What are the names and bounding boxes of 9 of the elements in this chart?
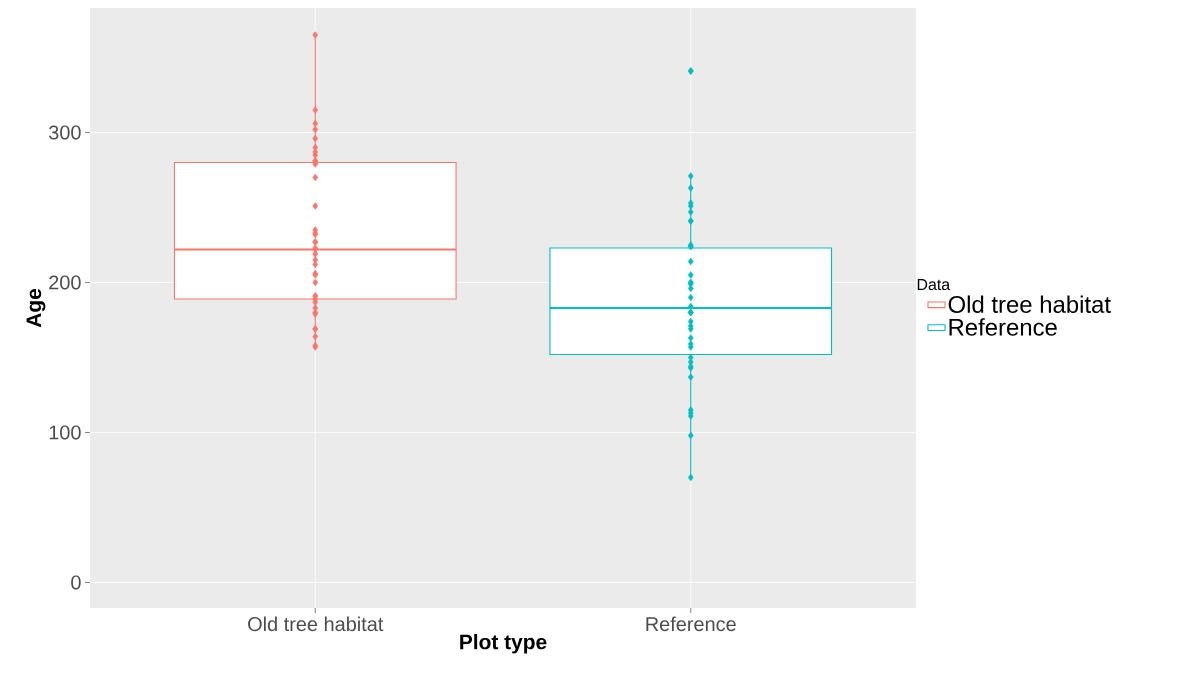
legend-label: Old tree habitat (948, 295, 1111, 313)
x-axis-title: Plot type (460, 634, 547, 654)
y-tick-label: 300 (49, 125, 81, 140)
y-tick-label: 200 (49, 275, 81, 290)
legend-title: Data (917, 278, 951, 291)
legend-label: Reference (949, 318, 1057, 336)
y-tick-label: 100 (49, 425, 81, 440)
y-tick-label: 0 (71, 575, 81, 590)
y-axis-title: Age (26, 288, 46, 328)
